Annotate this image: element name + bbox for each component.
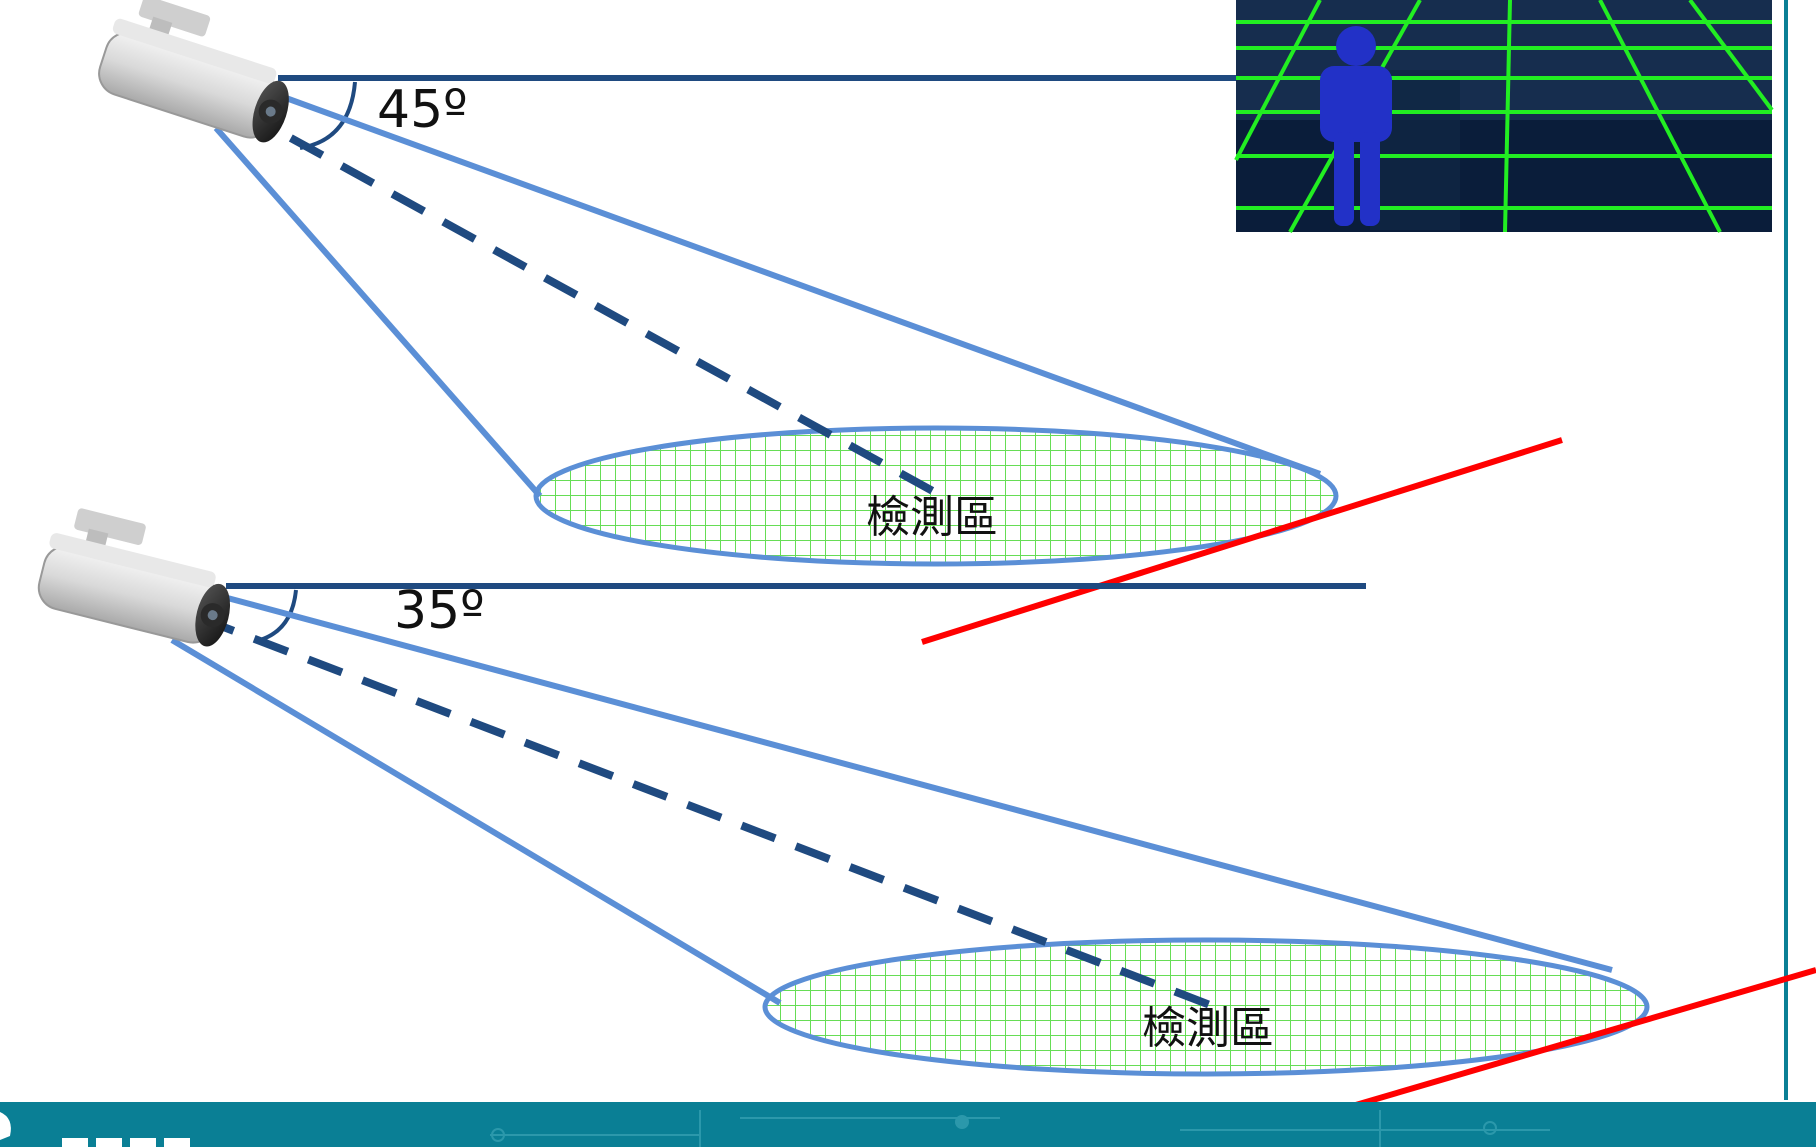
lower-scenario: 35º 檢測區 [37,508,1816,1139]
upper-camera-icon [98,0,289,143]
lower-camera-icon [37,508,231,647]
lower-fov-top-line [219,593,1613,973]
upper-fov-bottom-line [213,126,543,498]
lower-zone-label: 檢測區 [1142,1003,1274,1054]
footer-bar [0,1102,1816,1147]
upper-center-axis [238,106,942,499]
lower-angle-label: 35º [394,581,485,641]
person-icon [1320,26,1392,226]
person-detection-preview-image [1234,0,1774,233]
upper-zone-label: 檢測區 [866,492,998,543]
footer-logo [0,1112,190,1147]
upper-scenario: 45º 檢測區 [98,0,1774,645]
upper-fov-top-line [262,87,1322,477]
lower-center-axis [198,614,1212,1009]
lower-fov-bottom-line [170,637,782,1006]
upper-detection-zone [533,425,1339,567]
upper-red-line [921,437,1563,645]
upper-angle-label: 45º [377,80,468,140]
lower-angle-arc [259,589,298,642]
